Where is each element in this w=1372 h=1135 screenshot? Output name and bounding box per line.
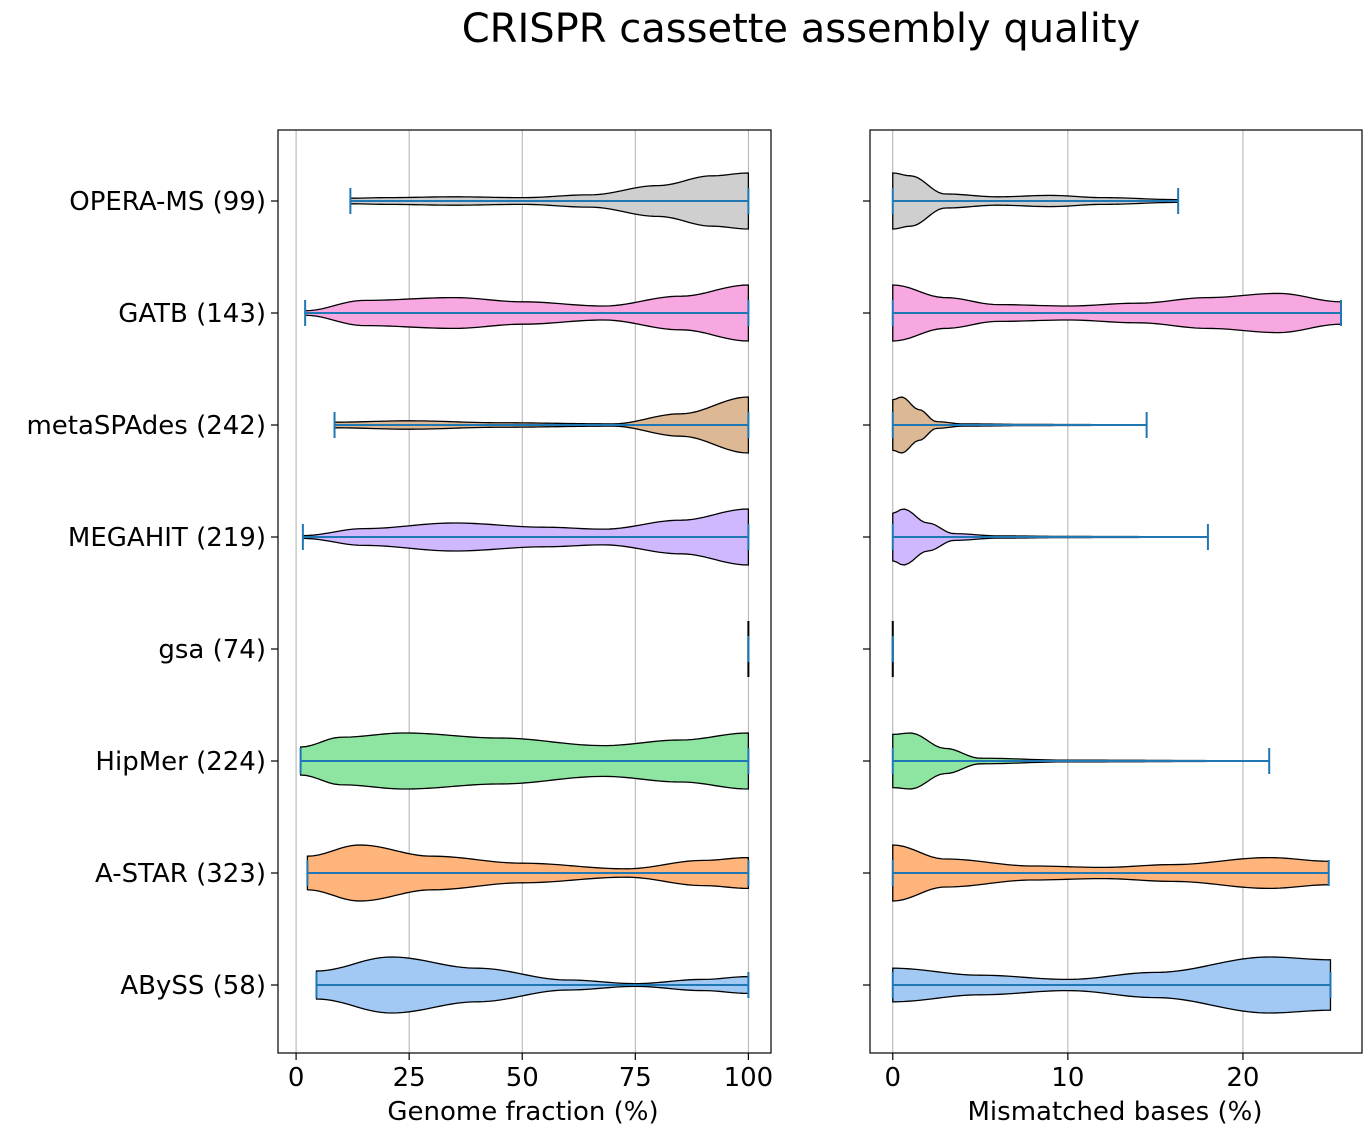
left-violin-hipmer [299, 732, 750, 790]
category-label-hipmer: HipMer (224) [95, 747, 266, 777]
category-label-opera-ms: OPERA-MS (99) [69, 187, 266, 217]
left-violin-a-star [306, 844, 750, 902]
category-label-megahit: MEGAHIT (219) [68, 523, 266, 553]
right-xtick-label-20: 20 [1226, 1063, 1259, 1093]
category-label-a-star: A-STAR (323) [95, 859, 266, 889]
right-plot-frame [869, 129, 1363, 1054]
right-violin-hipmer [891, 732, 1271, 790]
category-label-metaspades: metaSPAdes (242) [26, 411, 266, 441]
left-violin-abyss [315, 956, 750, 1014]
left-xtick-label-75: 75 [619, 1063, 652, 1093]
category-label-gsa: gsa (74) [158, 635, 266, 665]
right-xtick-label-0: 0 [884, 1063, 901, 1093]
left-xtick-label-100: 100 [724, 1063, 774, 1093]
right-violin-opera-ms [891, 172, 1180, 230]
left-xtick-label-50: 50 [506, 1063, 539, 1093]
left-plot-frame [277, 129, 772, 1054]
category-label-abyss: ABySS (58) [120, 971, 266, 1001]
left-xtick-label-0: 0 [288, 1063, 305, 1093]
left-violin-opera-ms [349, 172, 750, 230]
right-violin-megahit [891, 508, 1209, 566]
category-label-gatb: GATB (143) [118, 299, 266, 329]
right-violin-abyss [891, 956, 1332, 1014]
right-xtick-label-10: 10 [1051, 1063, 1084, 1093]
right-xaxis-label: Mismatched bases (%) [968, 1097, 1263, 1127]
right-violin-a-star [891, 844, 1330, 902]
left-xtick-label-25: 25 [393, 1063, 426, 1093]
right-violin-metaspades [891, 396, 1148, 454]
left-xaxis-label: Genome fraction (%) [387, 1097, 658, 1127]
left-violin-gatb [304, 284, 750, 342]
right-violin-gatb [891, 284, 1342, 342]
left-violin-megahit [301, 508, 750, 566]
left-violin-metaspades [333, 396, 750, 454]
chart-title: CRISPR cassette assembly quality [462, 6, 1141, 52]
